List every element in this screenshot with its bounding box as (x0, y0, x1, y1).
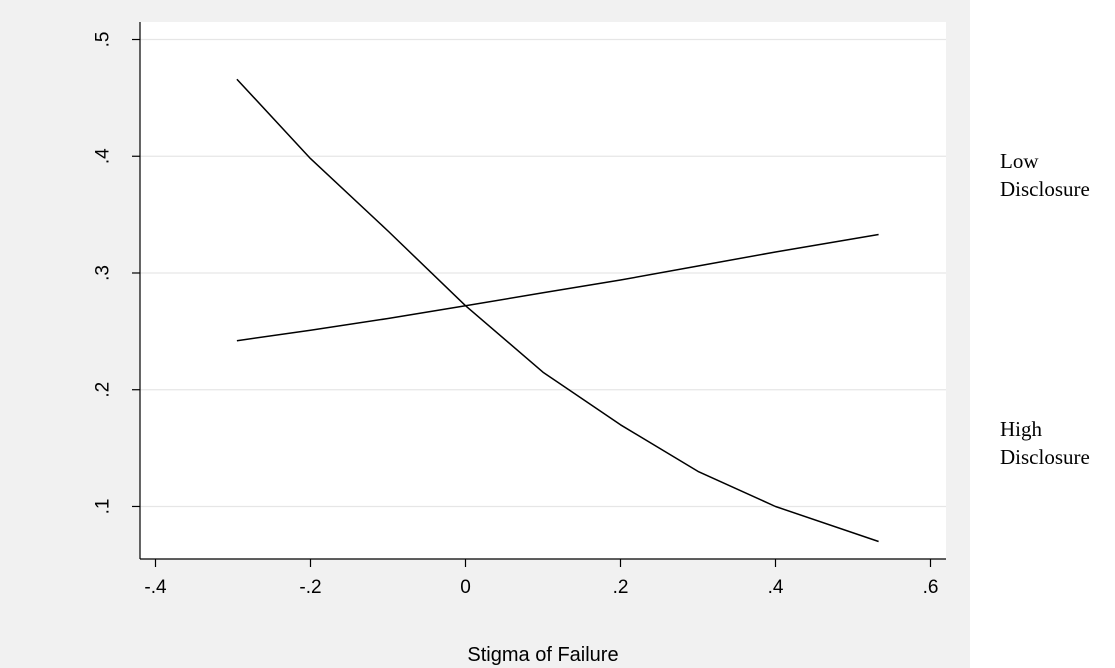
y-tick-label-2: .3 (93, 265, 114, 281)
y-tick-label-1: .2 (93, 382, 114, 398)
x-tick-label-0: -.4 (144, 577, 167, 598)
series-line-low-disclosure (236, 233, 879, 342)
x-axis-ticks: -.4 -.2 0 .2 .4 .6 (144, 559, 938, 598)
series-group (236, 78, 879, 543)
plot-area (140, 22, 946, 559)
x-axis-title: Stigma of Failure (467, 644, 618, 666)
series-label-high-disclosure: High Disclosure (1000, 417, 1090, 469)
y-axis-ticks: .1 .2 .3 .4 .5 (93, 32, 140, 515)
gridlines (140, 38, 946, 508)
x-tick-label-5: .6 (923, 577, 939, 598)
x-tick-label-1: -.2 (299, 577, 321, 598)
y-tick-label-3: .4 (93, 148, 114, 164)
x-tick-label-4: .4 (768, 577, 784, 598)
series-label-low-disclosure: Low Disclosure (1000, 149, 1090, 201)
series-line-high-disclosure (236, 78, 879, 543)
y-tick-label-4: .5 (93, 32, 114, 48)
x-tick-label-3: .2 (613, 577, 629, 598)
x-tick-label-2: 0 (460, 577, 471, 598)
y-tick-label-0: .1 (93, 499, 114, 515)
